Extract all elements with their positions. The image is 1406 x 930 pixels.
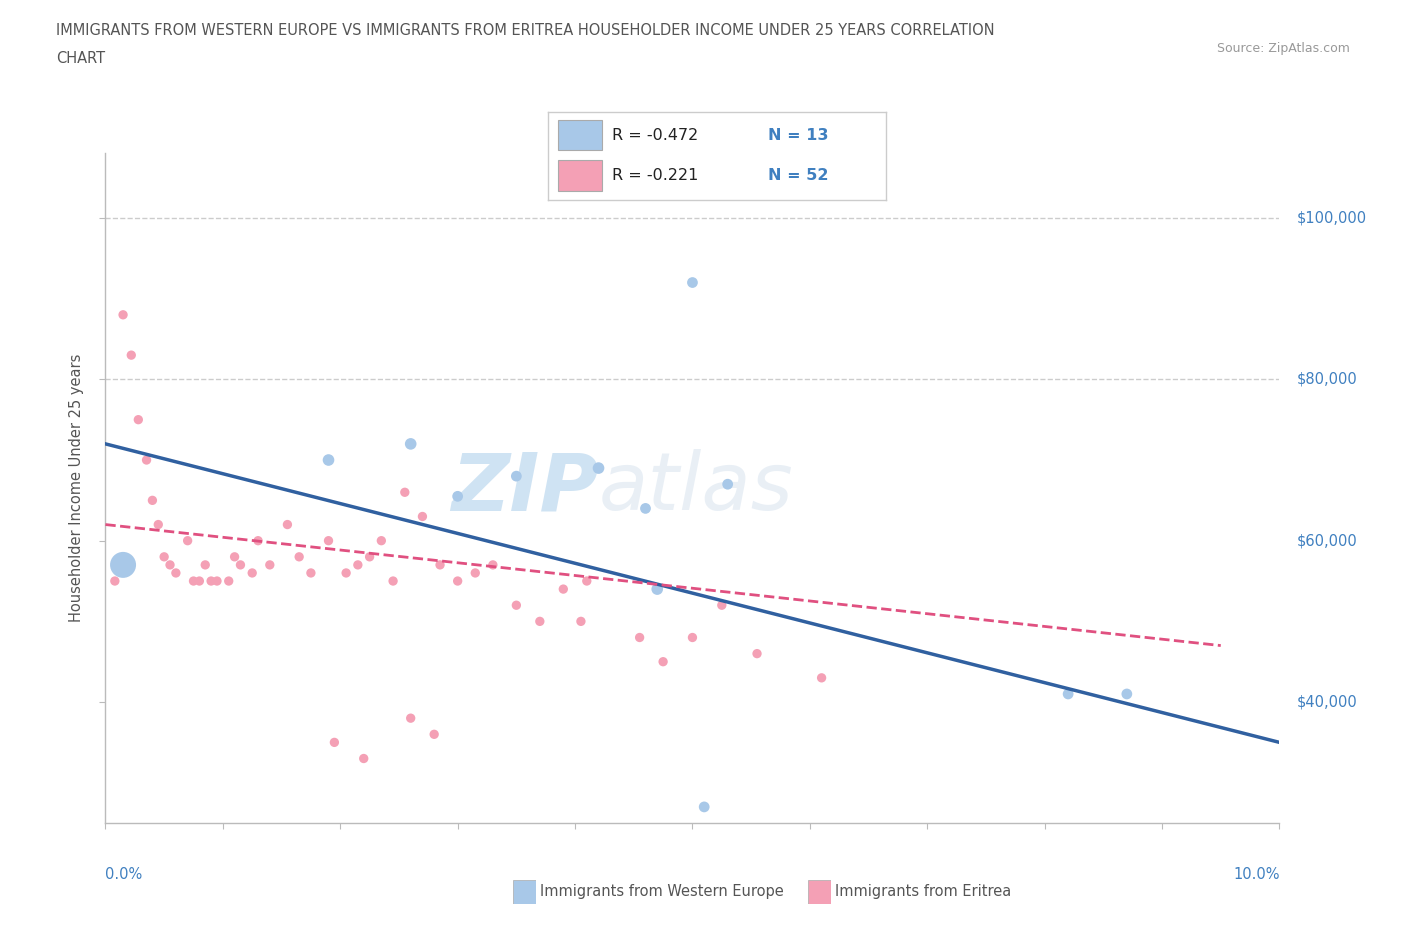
Point — [153, 550, 176, 565]
Point — [299, 565, 322, 580]
Point — [218, 574, 240, 589]
Text: atlas: atlas — [599, 449, 793, 527]
Point — [224, 550, 246, 565]
Point — [652, 655, 675, 670]
Point — [447, 489, 470, 504]
Point — [259, 557, 281, 572]
Point — [382, 574, 405, 589]
Point — [229, 557, 252, 572]
Point — [810, 671, 832, 685]
Point — [710, 598, 733, 613]
Text: N = 52: N = 52 — [768, 168, 828, 183]
Point — [588, 460, 610, 475]
Point — [717, 477, 740, 492]
Text: $100,000: $100,000 — [1298, 210, 1367, 225]
Point — [429, 557, 451, 572]
Text: N = 13: N = 13 — [768, 127, 828, 142]
Point — [529, 614, 551, 629]
Point — [194, 557, 217, 572]
Point — [104, 574, 127, 589]
Point — [112, 557, 135, 572]
Point — [112, 307, 135, 322]
Text: R = -0.221: R = -0.221 — [613, 168, 699, 183]
Point — [423, 727, 446, 742]
Point — [183, 574, 205, 589]
Point — [399, 436, 422, 451]
Point — [553, 581, 575, 596]
Text: $80,000: $80,000 — [1298, 372, 1358, 387]
Point — [165, 565, 187, 580]
Point — [318, 533, 340, 548]
Point — [347, 557, 370, 572]
Point — [681, 630, 703, 644]
Point — [188, 574, 211, 589]
Text: Immigrants from Eritrea: Immigrants from Eritrea — [835, 884, 1011, 899]
Point — [569, 614, 592, 629]
Point — [505, 598, 527, 613]
Text: $60,000: $60,000 — [1298, 533, 1358, 548]
Text: Immigrants from Western Europe: Immigrants from Western Europe — [540, 884, 783, 899]
Text: ZIP: ZIP — [451, 449, 599, 527]
Point — [447, 574, 470, 589]
Point — [288, 550, 311, 565]
Point — [693, 800, 716, 815]
Point — [1057, 686, 1080, 701]
Point — [464, 565, 486, 580]
Point — [159, 557, 181, 572]
Point — [359, 550, 381, 565]
Point — [399, 711, 422, 725]
Point — [276, 517, 298, 532]
Point — [127, 412, 149, 427]
Text: 0.0%: 0.0% — [105, 867, 142, 882]
Text: Source: ZipAtlas.com: Source: ZipAtlas.com — [1216, 42, 1350, 55]
Point — [148, 517, 170, 532]
Text: $40,000: $40,000 — [1298, 695, 1358, 710]
Point — [205, 574, 228, 589]
Point — [505, 469, 527, 484]
Point — [141, 493, 163, 508]
Point — [247, 533, 270, 548]
Y-axis label: Householder Income Under 25 years: Householder Income Under 25 years — [69, 354, 84, 622]
Point — [628, 630, 651, 644]
Text: 10.0%: 10.0% — [1233, 867, 1279, 882]
Point — [240, 565, 263, 580]
Point — [353, 751, 375, 766]
Point — [482, 557, 505, 572]
Point — [745, 646, 768, 661]
Point — [135, 453, 157, 468]
Point — [323, 735, 346, 750]
Text: IMMIGRANTS FROM WESTERN EUROPE VS IMMIGRANTS FROM ERITREA HOUSEHOLDER INCOME UND: IMMIGRANTS FROM WESTERN EUROPE VS IMMIGR… — [56, 23, 995, 38]
Point — [645, 581, 668, 596]
Text: CHART: CHART — [56, 51, 105, 66]
Point — [120, 348, 142, 363]
Point — [176, 533, 198, 548]
Text: R = -0.472: R = -0.472 — [613, 127, 699, 142]
Bar — [558, 160, 602, 192]
Point — [370, 533, 392, 548]
Point — [1115, 686, 1137, 701]
Point — [394, 485, 416, 499]
Point — [681, 275, 703, 290]
Point — [634, 501, 657, 516]
Point — [318, 453, 340, 468]
Point — [200, 574, 222, 589]
Point — [411, 509, 433, 524]
Point — [335, 565, 357, 580]
Point — [575, 574, 598, 589]
Bar — [558, 120, 602, 151]
